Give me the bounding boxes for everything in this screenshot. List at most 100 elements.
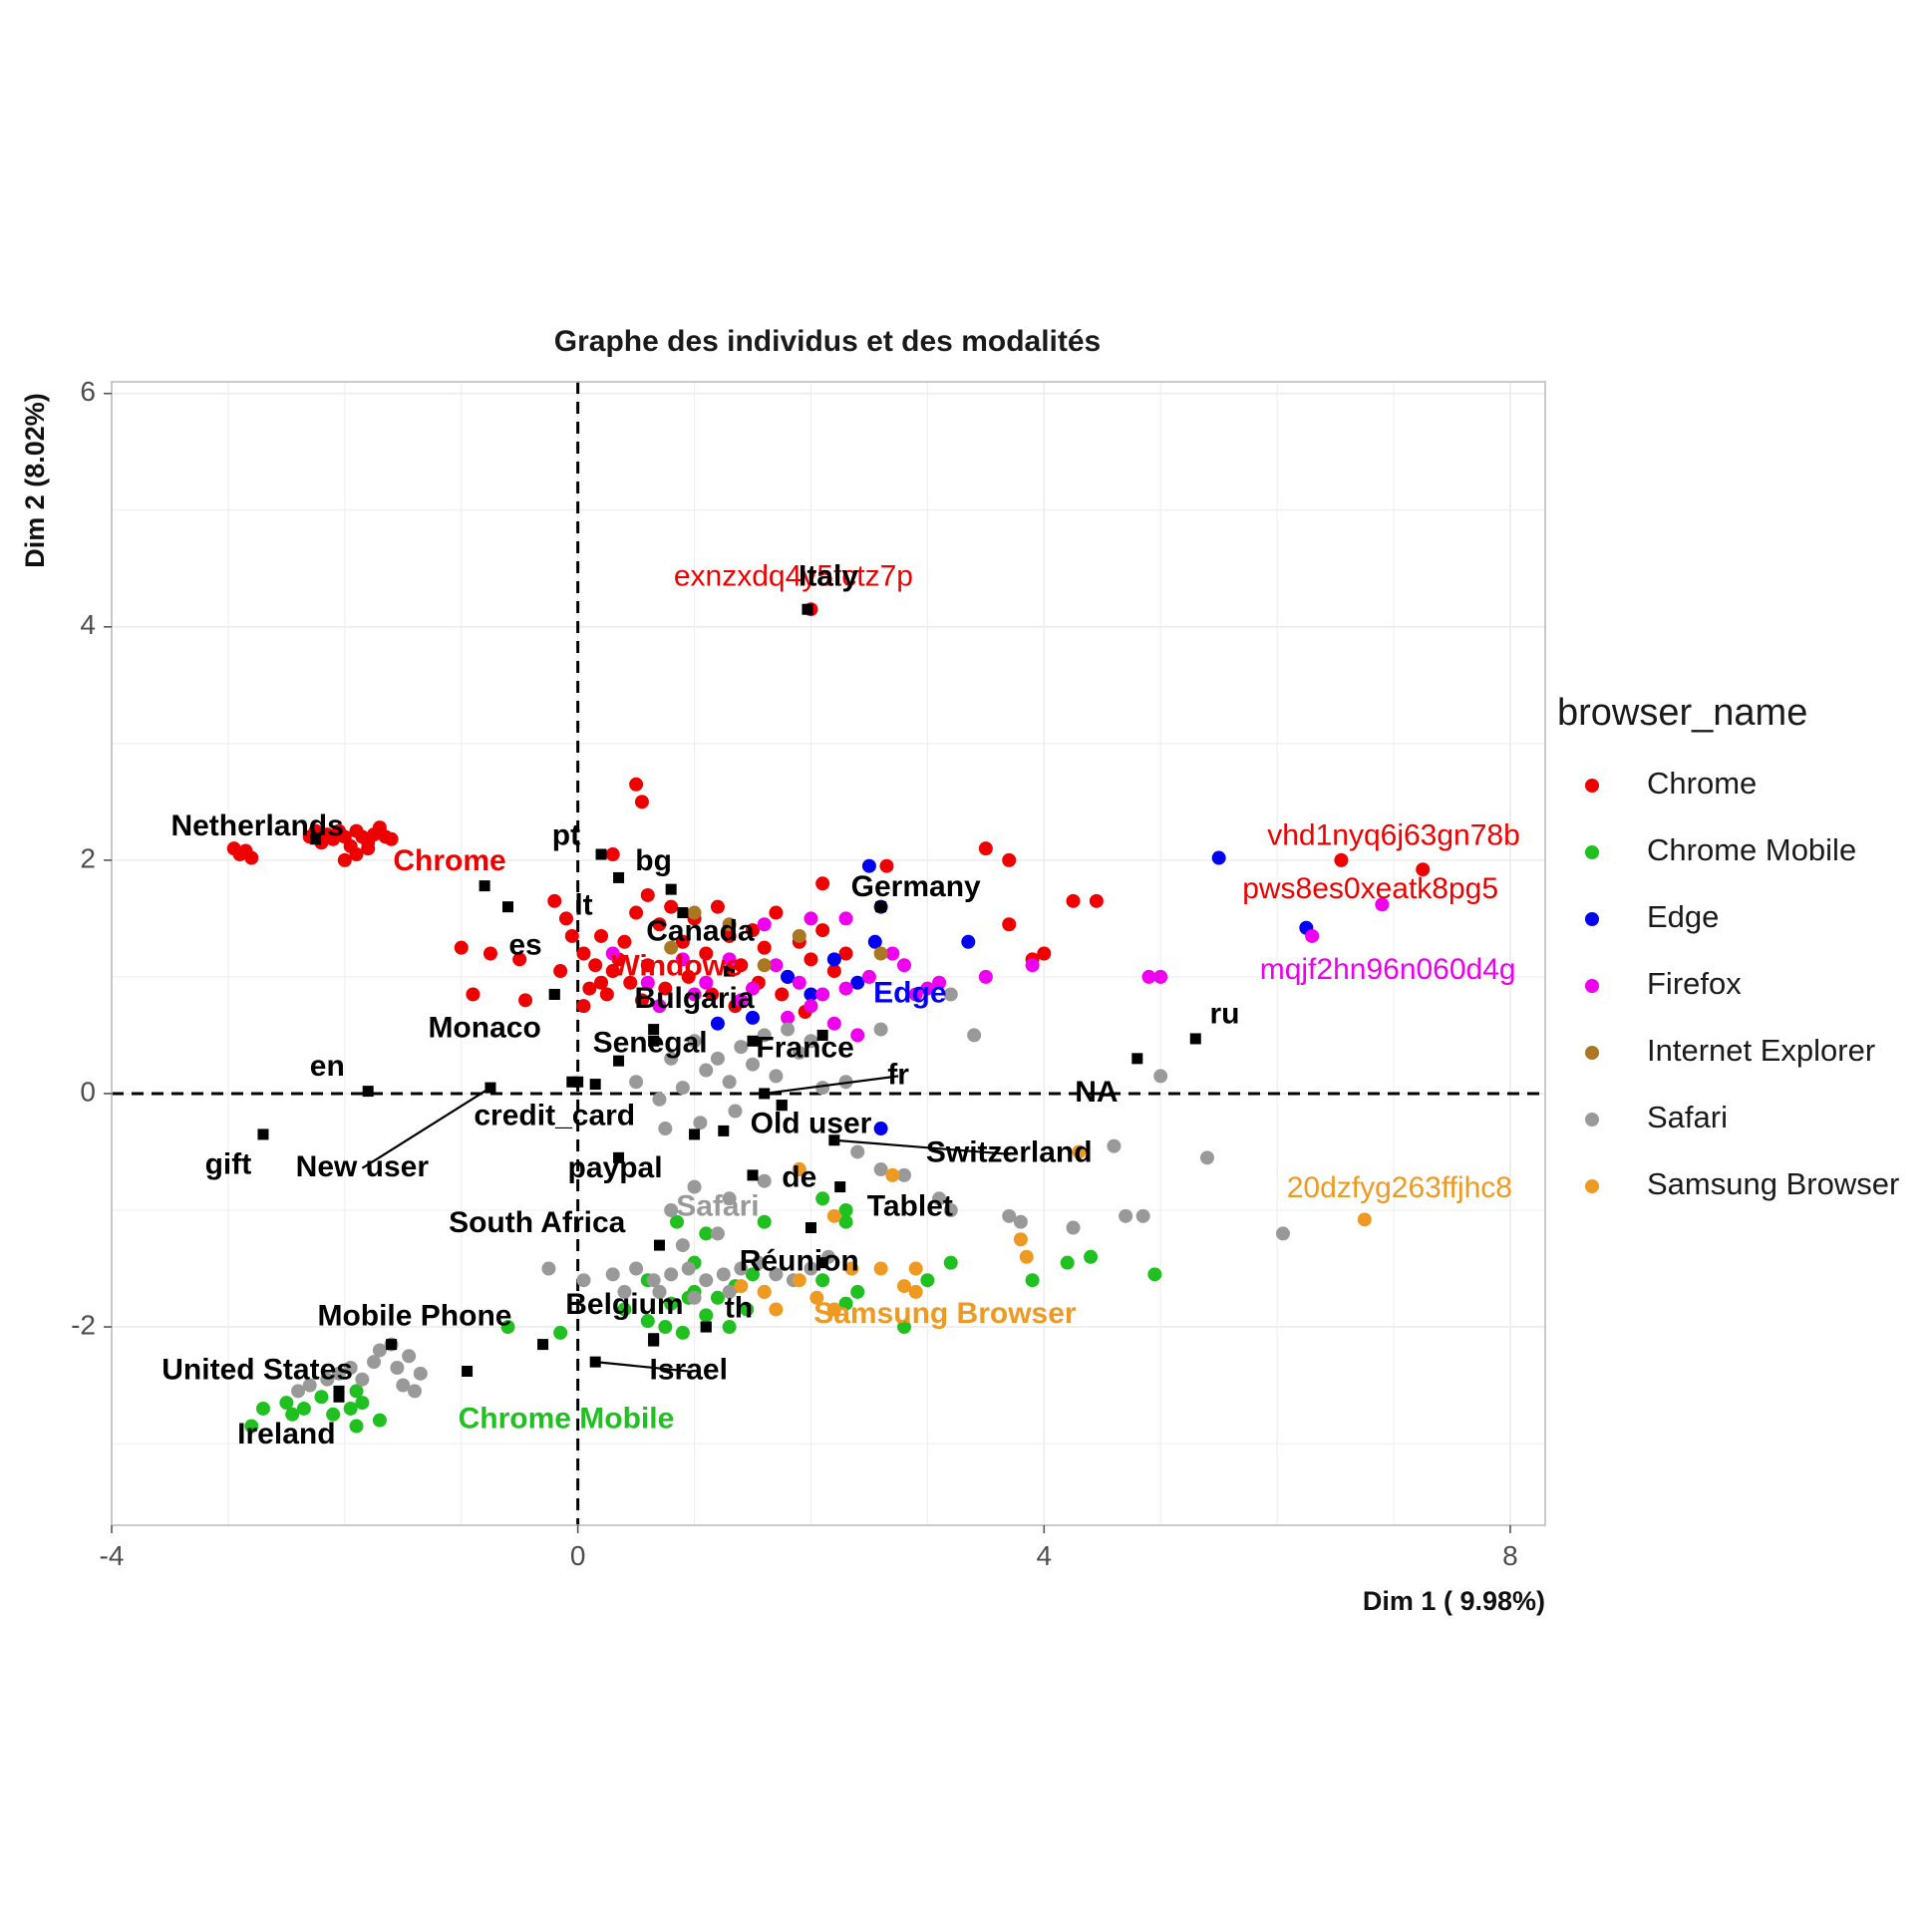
individual-label: mqjf2hn96n060d4g (1260, 953, 1516, 986)
data-point-samsung-browser (873, 1261, 888, 1276)
modality-label: es (508, 928, 541, 961)
data-point-safari (355, 1372, 370, 1387)
data-point-chrome-mobile (746, 1267, 761, 1282)
data-point-chrome (675, 934, 690, 949)
modality-label: lt (574, 889, 592, 922)
data-point-safari (605, 1267, 620, 1282)
data-point-samsung-browser (792, 1162, 806, 1177)
data-point-chrome (710, 899, 725, 914)
data-point-firefox (850, 1028, 865, 1043)
modality-point (548, 988, 560, 1000)
individual-label: Edge (873, 976, 946, 1009)
data-point-firefox (734, 993, 749, 1008)
data-point-safari (804, 1261, 818, 1276)
individual-label: Samsung Browser (813, 1297, 1077, 1330)
modality-label: bg (635, 844, 672, 877)
x-tick-label: 8 (1502, 1540, 1518, 1571)
data-point-chrome (454, 940, 469, 955)
x-axis-title: Dim 1 ( 9.98%) (1363, 1586, 1545, 1616)
data-point-safari (873, 1162, 888, 1177)
modality-label: pt (552, 818, 580, 851)
data-point-chrome (337, 852, 352, 867)
data-point-chrome-mobile (710, 1290, 725, 1305)
x-tick-label: 0 (570, 1540, 586, 1571)
data-point-chrome (553, 964, 568, 979)
modality-point (479, 880, 490, 892)
data-point-chrome (244, 850, 259, 865)
modality-point (648, 1335, 660, 1347)
data-point-chrome-mobile (722, 1320, 737, 1335)
data-point-chrome-mobile (343, 1401, 358, 1416)
data-point-safari (576, 1273, 591, 1288)
modality-point (572, 1076, 584, 1088)
data-point-safari (932, 1191, 947, 1206)
modality-label: South Africa (449, 1206, 626, 1239)
data-point-chrome-mobile (670, 1214, 685, 1229)
modality-point (1131, 1053, 1143, 1065)
data-point-samsung-browser (1072, 1144, 1087, 1159)
legend-key (1585, 779, 1599, 793)
data-point-chrome (518, 993, 533, 1008)
data-point-chrome (634, 993, 649, 1008)
modality-point (718, 1125, 730, 1136)
y-tick-label: -2 (71, 1309, 96, 1340)
modality-label: Italy (799, 560, 858, 593)
modality-point (333, 1391, 345, 1403)
data-point-firefox (1025, 958, 1040, 973)
data-point-firefox (885, 946, 900, 961)
data-point-safari (815, 1081, 830, 1096)
data-point-chrome (1002, 917, 1017, 932)
plot-axes (112, 382, 1545, 1525)
modality-point (776, 1100, 788, 1112)
data-point-safari (658, 1122, 673, 1136)
data-point-firefox (722, 952, 737, 967)
data-point-chrome (576, 999, 591, 1014)
data-point-safari (693, 1116, 708, 1130)
data-point-chrome (978, 841, 993, 856)
legend-key (1585, 1113, 1599, 1127)
data-point-chrome-mobile (500, 1320, 515, 1335)
data-point-chrome (838, 946, 853, 961)
modality-label: Canada (646, 914, 755, 947)
data-point-edge (850, 975, 865, 990)
data-point-edge (746, 1010, 761, 1025)
modality-point (589, 1079, 601, 1091)
data-point-internet-explorer (687, 905, 702, 920)
y-axis-title: Dim 2 (8.02%) (20, 393, 50, 568)
y-tick-label: 4 (80, 609, 96, 640)
label-connector (595, 1361, 689, 1373)
modality-point (648, 1035, 660, 1047)
data-point-firefox (920, 981, 935, 996)
data-point-safari (781, 1022, 796, 1037)
modality-label: ru (1209, 997, 1239, 1030)
data-point-chrome-mobile (1147, 1267, 1162, 1282)
label-connector (764, 1075, 899, 1096)
modality-point (1189, 1033, 1201, 1045)
individual-label: 20dzfyg263ffjhc8 (1287, 1171, 1512, 1204)
data-point-chrome-mobile (699, 1308, 714, 1323)
modality-label: en (310, 1050, 345, 1083)
data-point-samsung-browser (885, 1167, 900, 1182)
data-point-chrome (512, 952, 527, 967)
modality-point (648, 1024, 660, 1036)
data-point-safari (664, 1051, 679, 1066)
legend-title: browser_name (1557, 692, 1807, 734)
individual-label: Safari (676, 1190, 759, 1223)
data-point-safari (746, 1057, 761, 1072)
data-point-safari (751, 1255, 766, 1270)
data-point-safari (331, 1366, 346, 1381)
data-point-chrome (558, 911, 573, 926)
data-point-edge (1211, 850, 1226, 865)
data-point-safari (629, 1075, 644, 1090)
data-point-safari (699, 1063, 714, 1078)
modality-point (333, 1385, 345, 1397)
data-point-chrome (582, 981, 597, 996)
modality-point (816, 1257, 828, 1269)
data-point-firefox (861, 969, 876, 984)
label-connector (833, 1138, 1010, 1155)
modality-label: Ireland (237, 1418, 335, 1450)
individual-label: Chrome (393, 844, 505, 877)
data-point-chrome (605, 964, 620, 979)
data-point-firefox (804, 999, 818, 1014)
data-point-firefox (1153, 969, 1168, 984)
